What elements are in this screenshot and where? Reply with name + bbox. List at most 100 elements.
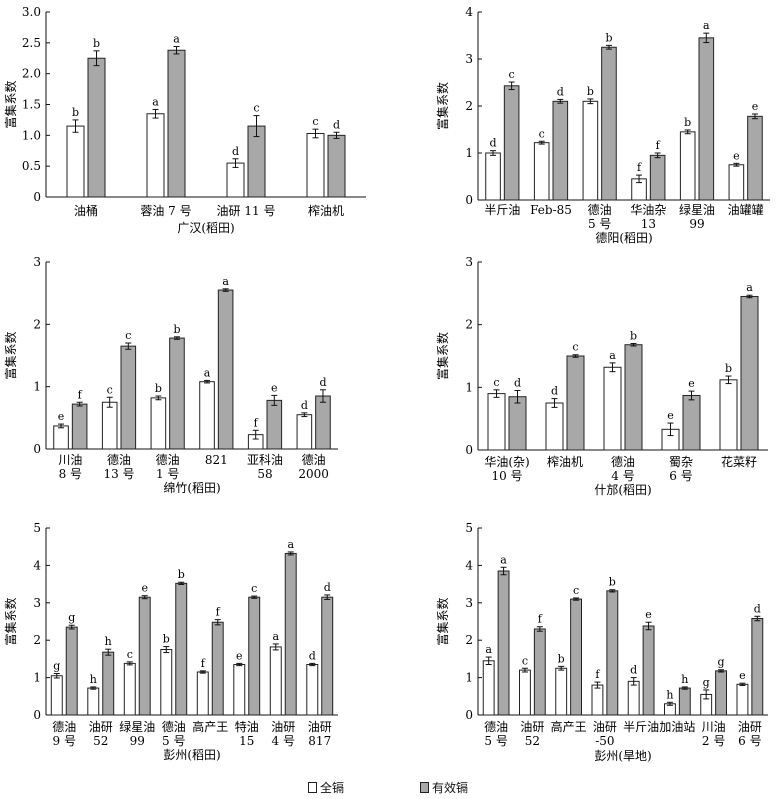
y-axis-title: 富集系数 xyxy=(435,597,450,645)
bar-total-cd xyxy=(482,660,495,716)
significance-letter: b xyxy=(558,652,565,665)
x-category-label: 油研 xyxy=(89,720,113,734)
bar-total-cd xyxy=(679,131,696,201)
bar-total-cd xyxy=(555,667,568,716)
y-tick-label: 2 xyxy=(33,633,41,647)
y-tick-label: 0 xyxy=(465,443,473,457)
significance-letter: h xyxy=(681,673,688,686)
bar-available-cd xyxy=(65,626,78,716)
x-category-label: 15 xyxy=(239,734,254,748)
bar-available-cd xyxy=(169,337,185,450)
bar-available-cd xyxy=(211,621,224,716)
y-axis-title: 富集系数 xyxy=(435,82,450,130)
bar-available-cd xyxy=(533,628,546,716)
bar-available-cd xyxy=(175,582,188,716)
x-category-label: 德油 xyxy=(588,202,612,217)
bar-available-cd xyxy=(601,46,617,201)
significance-letter: b xyxy=(630,329,637,342)
significance-letter: d xyxy=(551,385,558,398)
y-tick-label: 0 xyxy=(33,708,41,722)
x-category-label: 4 号 xyxy=(611,469,634,483)
bar-available-cd xyxy=(682,394,701,451)
y-tick-label: 4 xyxy=(465,5,473,19)
x-category-label: 亚科油 xyxy=(247,453,283,467)
bar-available-cd xyxy=(751,618,764,716)
bar-total-cd xyxy=(533,142,550,201)
x-category-label: 821 xyxy=(205,453,228,467)
significance-letter: b xyxy=(684,116,691,129)
x-category-label: 德油 xyxy=(162,719,186,734)
y-tick-label: 3 xyxy=(465,255,473,269)
y-tick-label: 3 xyxy=(465,596,473,610)
bar-available-cd xyxy=(138,596,151,716)
x-category-label: 13 号 xyxy=(103,467,134,481)
bar-total-cd xyxy=(150,397,167,450)
bar-available-cd xyxy=(698,37,715,201)
y-tick-label: 0 xyxy=(465,708,473,722)
bar-available-cd xyxy=(649,154,666,201)
significance-letter: a xyxy=(287,538,294,551)
chart-panel-1: 0 0.5 1.0 1.5 2.0 2.5 3.0 富集系数 b b 油桶 a a 蓉油 7 号 d c 油研 … xyxy=(3,5,366,235)
significance-letter: g xyxy=(703,676,710,689)
significance-letter: g xyxy=(718,656,725,669)
x-category-label: 52 xyxy=(93,734,108,748)
region-title: 什邡(稻田) xyxy=(594,482,651,497)
x-category-label: -50 xyxy=(595,734,614,748)
significance-letter: c xyxy=(493,376,499,389)
x-category-label: 高产王 xyxy=(192,719,228,734)
x-category-label: 5 号 xyxy=(588,217,611,231)
significance-letter: e xyxy=(667,409,674,422)
significance-letter: b xyxy=(178,568,185,581)
significance-letter: c xyxy=(522,654,528,667)
bar-total-cd xyxy=(487,393,506,451)
x-category-label: 油研 xyxy=(520,720,544,734)
significance-letter: e xyxy=(688,377,695,390)
x-category-label: 9 号 xyxy=(53,734,76,748)
bar-available-cd xyxy=(715,670,727,716)
y-tick-label: 2.5 xyxy=(22,36,41,50)
x-category-label: 油研 xyxy=(308,720,332,734)
x-category-label: 99 xyxy=(130,734,145,748)
bar-total-cd xyxy=(519,669,531,716)
chart-panel-4: 0 1 2 3 富集系数 c d 华油(杂)10 号 d c 榨油机 a b 德油4 号 e e 蜀杂6 号 b a… xyxy=(435,255,768,497)
x-category-label: 13 xyxy=(641,217,656,231)
significance-letter: a xyxy=(272,630,279,643)
significance-letter: d xyxy=(319,376,326,389)
significance-letter: d xyxy=(301,399,308,412)
significance-letter: d xyxy=(557,85,564,98)
significance-letter: a xyxy=(173,33,180,46)
x-category-label: 德油 xyxy=(156,452,180,467)
y-tick-label: 4 xyxy=(465,558,473,572)
significance-letter: f xyxy=(201,657,206,670)
bar-total-cd xyxy=(736,683,749,716)
significance-letter: b xyxy=(93,37,100,50)
significance-letter: b xyxy=(725,362,732,375)
bar-total-cd xyxy=(306,132,325,198)
y-tick-label: 1 xyxy=(33,671,41,685)
x-category-label: Feb-85 xyxy=(530,203,572,217)
significance-letter: e xyxy=(141,582,148,595)
bar-available-cd xyxy=(102,651,115,716)
significance-letter: c xyxy=(539,127,545,140)
bar-available-cd xyxy=(284,552,297,716)
y-tick-label: 3 xyxy=(33,596,41,610)
significance-letter: c xyxy=(251,582,257,595)
bar-total-cd xyxy=(233,664,246,716)
bar-total-cd xyxy=(123,662,136,716)
bar-available-cd xyxy=(248,596,261,716)
bar-total-cd xyxy=(296,414,313,450)
significance-letter: d xyxy=(630,664,637,677)
x-category-label: 川油 xyxy=(58,453,82,467)
bar-total-cd xyxy=(66,125,85,198)
bar-available-cd xyxy=(497,570,510,716)
x-category-label: 半斤油 xyxy=(623,720,659,734)
significance-letter: b xyxy=(605,31,612,44)
x-category-label: 加油站 xyxy=(659,720,695,734)
region-title: 彭州(旱地) xyxy=(594,749,651,763)
x-category-label: 油研 xyxy=(738,720,762,734)
x-category-label: 油研 11 号 xyxy=(217,204,276,218)
significance-letter: f xyxy=(78,388,83,401)
significance-letter: a xyxy=(703,19,710,32)
legend-label-total-cd: 全镉 xyxy=(320,781,345,795)
